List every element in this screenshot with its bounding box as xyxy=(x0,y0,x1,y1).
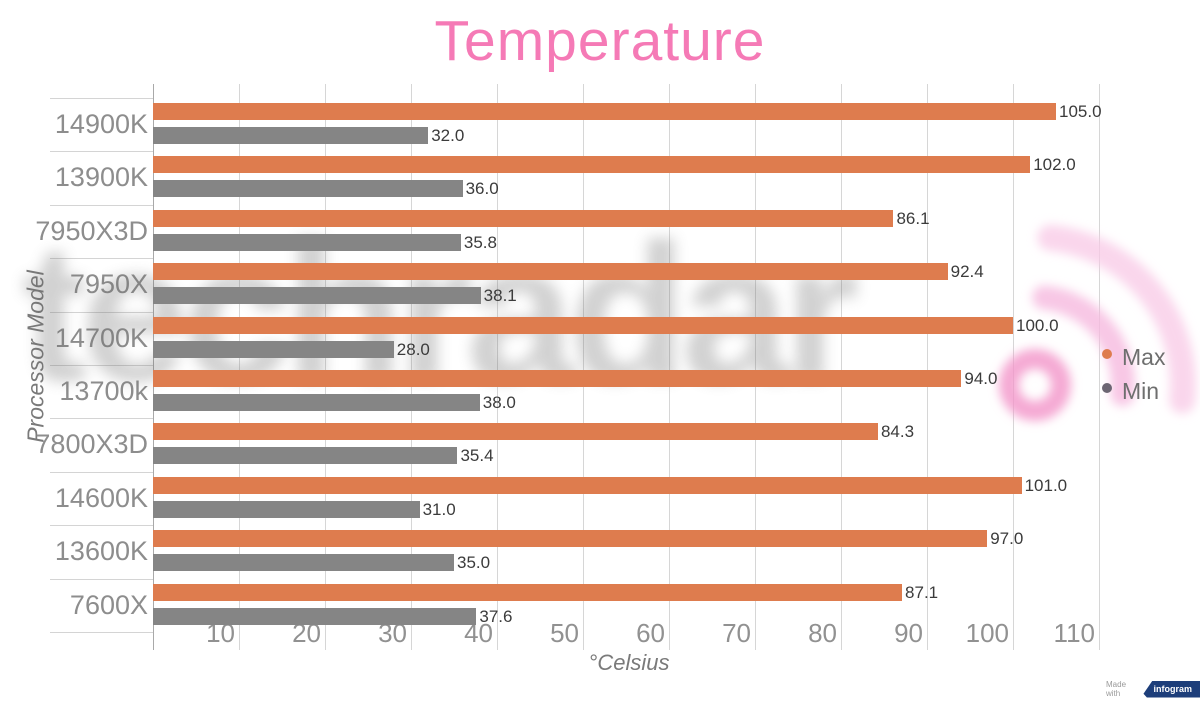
row-separator xyxy=(50,204,153,206)
min-value-14900K: 32.0 xyxy=(431,126,465,145)
max-value-7950X3D: 86.1 xyxy=(896,208,930,228)
category-label-7950X3D: 7950X3D xyxy=(35,215,148,246)
max-value-7950X: 92.4 xyxy=(950,262,984,282)
x-tick-110: 110 xyxy=(1053,618,1095,648)
min-value-7950X: 38.1 xyxy=(483,286,517,306)
min-bar-13600K xyxy=(153,554,454,572)
legend-item-min: Min xyxy=(1102,378,1165,405)
max-series-dot-icon xyxy=(1102,349,1112,359)
x-tick-80: 80 xyxy=(808,618,837,648)
min-bar-7600X xyxy=(153,607,477,625)
category-label-7800X3D: 7800X3D xyxy=(35,429,148,460)
max-bar-13900K xyxy=(153,156,1031,174)
max-bar-7800X3D xyxy=(153,423,878,441)
min-value-13600K: 35.0 xyxy=(457,553,491,573)
x-axis-title: °Celsius xyxy=(588,650,670,675)
min-bar-13700k xyxy=(153,394,480,411)
row-separator xyxy=(50,471,153,473)
min-bar-13900K xyxy=(153,180,463,198)
min-bar-14700K xyxy=(153,340,394,358)
max-value-14700K: 100.0 xyxy=(1016,315,1059,335)
max-bar-13700k xyxy=(153,370,962,387)
legend-label-min: Min xyxy=(1122,378,1160,404)
x-tick-100: 100 xyxy=(965,618,1009,648)
min-bar-7950X xyxy=(153,287,481,305)
legend-label-max: Max xyxy=(1122,344,1166,370)
gridline-50 xyxy=(583,84,584,650)
gridline-70 xyxy=(755,84,756,650)
gridline-30 xyxy=(411,84,412,650)
x-tick-90: 90 xyxy=(894,618,923,648)
chart-title: Temperature xyxy=(434,9,766,73)
category-label-13900K: 13900K xyxy=(54,162,148,193)
row-separator xyxy=(50,98,153,99)
gridline-40 xyxy=(497,84,498,650)
row-separator xyxy=(50,632,153,633)
gridline-80 xyxy=(841,84,842,650)
max-value-13600K: 97.0 xyxy=(990,529,1024,549)
max-bar-14900K xyxy=(153,103,1056,120)
max-bar-13600K xyxy=(153,530,988,548)
min-bar-7950X3D xyxy=(153,233,461,251)
max-value-7600X: 87.1 xyxy=(905,582,939,602)
min-bar-14600K xyxy=(153,500,420,518)
max-value-14600K: 101.0 xyxy=(1024,475,1068,495)
row-separator xyxy=(50,418,153,420)
category-label-13600K: 13600K xyxy=(54,536,148,567)
min-value-7950X3D: 35.8 xyxy=(463,232,497,252)
gridline-60 xyxy=(669,84,670,650)
min-series-dot-icon xyxy=(1102,383,1112,393)
row-separator xyxy=(50,151,153,153)
y-axis-line xyxy=(153,84,154,650)
row-separator xyxy=(50,578,153,580)
x-tick-70: 70 xyxy=(722,618,751,648)
row-separator xyxy=(50,311,153,313)
gridline-10 xyxy=(239,84,240,650)
min-value-7800X3D: 35.4 xyxy=(460,446,494,466)
max-bar-14600K xyxy=(153,476,1022,494)
x-tick-60: 60 xyxy=(636,618,665,648)
min-bar-14900K xyxy=(153,127,429,144)
made-with-text: Made with xyxy=(1106,680,1127,698)
row-separator xyxy=(50,258,153,260)
category-label-13700k: 13700k xyxy=(59,376,148,406)
min-bar-7800X3D xyxy=(153,447,458,465)
category-label-14700K: 14700K xyxy=(54,322,148,353)
max-bar-7600X xyxy=(153,583,903,601)
category-label-14900K: 14900K xyxy=(54,109,148,139)
min-value-13700k: 38.0 xyxy=(482,393,516,412)
row-separator xyxy=(50,365,153,366)
category-label-14600K: 14600K xyxy=(54,482,148,513)
infogram-badge[interactable]: infogram xyxy=(1143,680,1200,698)
category-label-7600X: 7600X xyxy=(69,589,148,620)
max-value-7800X3D: 84.3 xyxy=(880,422,915,442)
min-value-7600X: 37.6 xyxy=(479,606,513,626)
min-value-14700K: 28.0 xyxy=(396,339,430,359)
gridline-20 xyxy=(325,84,326,650)
gridline-90 xyxy=(927,84,928,650)
max-value-13900K: 102.0 xyxy=(1033,155,1076,175)
x-tick-50: 50 xyxy=(550,618,579,648)
max-bar-7950X3D xyxy=(153,209,894,227)
max-bar-14700K xyxy=(153,316,1013,334)
made-with-attribution: Made with infogram xyxy=(1106,680,1200,698)
category-label-7950X: 7950X xyxy=(69,269,148,300)
min-value-14600K: 31.0 xyxy=(422,499,456,519)
max-value-13700k: 94.0 xyxy=(964,369,998,388)
legend-item-max: Max xyxy=(1102,344,1165,371)
legend: Max Min xyxy=(1102,344,1165,412)
min-value-13900K: 36.0 xyxy=(465,179,499,199)
row-separator xyxy=(50,525,153,527)
max-bar-7950X xyxy=(153,263,948,281)
max-value-14900K: 105.0 xyxy=(1059,102,1102,121)
